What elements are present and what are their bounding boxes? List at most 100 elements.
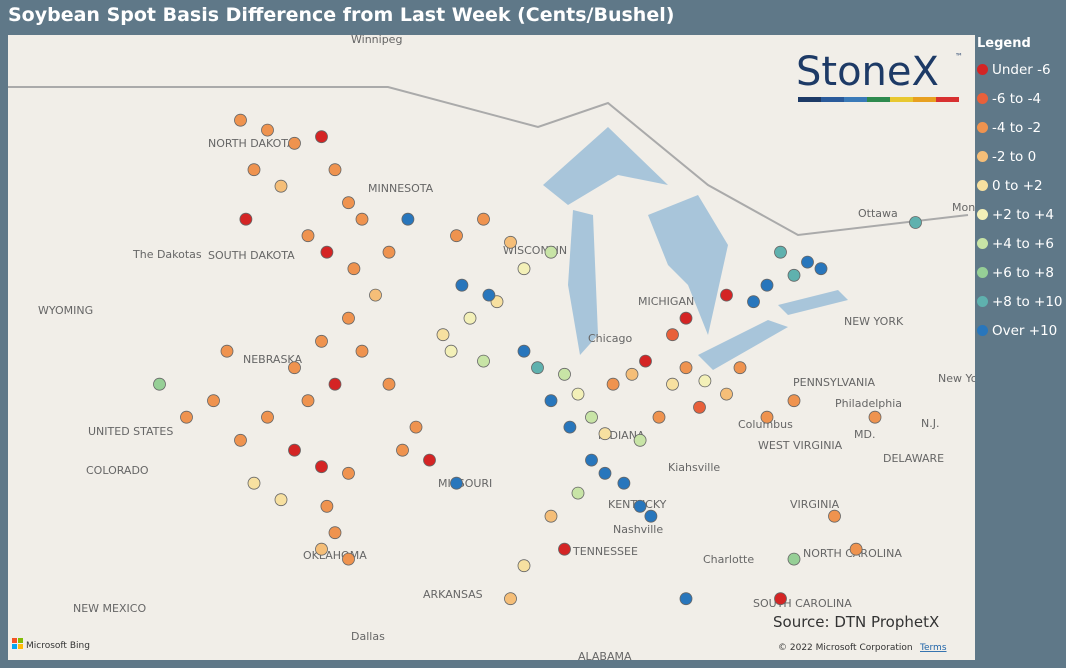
location-dot [787, 394, 801, 408]
legend-item[interactable]: -2 to 0 [977, 142, 1066, 171]
legend-dot [977, 64, 988, 75]
legend-dot [977, 93, 988, 104]
legend-item[interactable]: +8 to +10 [977, 287, 1066, 316]
map-label: Philadelphia [835, 397, 902, 410]
location-dot [477, 354, 490, 368]
location-dot [849, 542, 863, 556]
legend-label: Over +10 [992, 322, 1058, 339]
location-dot [909, 216, 922, 229]
location-dot [585, 410, 598, 424]
location-dot [598, 427, 612, 441]
legend-label: +8 to +10 [992, 293, 1063, 310]
location-dot [598, 466, 612, 480]
location-dot [693, 400, 706, 414]
location-dot [247, 163, 261, 177]
location-dot [234, 113, 247, 127]
map-label: Ottawa [858, 207, 898, 220]
location-dot [544, 245, 558, 259]
legend-item[interactable]: +6 to +8 [977, 258, 1066, 287]
location-dot [409, 420, 423, 434]
location-dot [207, 394, 220, 408]
legend-dot [977, 209, 988, 220]
location-dot [444, 344, 458, 358]
location-dot [531, 361, 544, 375]
legend-label: +6 to +8 [992, 264, 1054, 281]
legend-label: +4 to +6 [992, 235, 1054, 252]
legend-item[interactable]: +4 to +6 [977, 229, 1066, 258]
logo-tm: ™ [955, 52, 963, 61]
location-dot [315, 130, 328, 144]
map-label: ARKANSAS [423, 588, 483, 601]
location-dot [220, 344, 234, 358]
location-dot [504, 235, 517, 249]
location-dot [606, 377, 620, 391]
legend-item[interactable]: Over +10 [977, 316, 1066, 345]
logo-bar [936, 97, 959, 102]
location-dot [571, 387, 585, 401]
location-dot [261, 123, 274, 137]
map: Winnipeg NORTH DAKOTA MINNESOTA The Dakotas… [8, 35, 975, 660]
map-label: MICHIGAN [638, 295, 694, 308]
location-dot [382, 245, 396, 259]
location-dot [463, 311, 477, 325]
terms[interactable]: Terms [919, 643, 947, 653]
location-dot [720, 288, 733, 302]
location-dot [801, 255, 814, 269]
legend: Legend Under -6 -6 to -4 -4 to -2 -2 to 0 0 … [977, 36, 1066, 345]
location-dot [355, 212, 369, 226]
location-dot [320, 499, 334, 513]
legend-label: Under -6 [992, 61, 1051, 78]
location-dot [774, 592, 787, 606]
map-label: Nashville [613, 523, 663, 536]
map-label: Kiahsville [668, 461, 720, 474]
location-dot [633, 433, 647, 447]
map-label: ALABAMA [578, 650, 632, 660]
location-dot [342, 311, 355, 325]
location-dot [342, 196, 355, 210]
border [8, 86, 969, 237]
legend-label: -2 to 0 [992, 148, 1037, 165]
location-dot [625, 367, 639, 381]
location-dot [347, 262, 361, 276]
location-dot [234, 433, 247, 447]
location-dot [328, 377, 342, 391]
location-dot [571, 486, 585, 500]
location-dot [517, 344, 531, 358]
legend-dot [977, 180, 988, 191]
location-dot [679, 592, 693, 606]
logo: StoneX ™ [796, 49, 963, 102]
location-dot [369, 288, 382, 302]
location-dot [315, 334, 328, 348]
legend-item[interactable]: +2 to +4 [977, 200, 1066, 229]
logo-bar [844, 97, 867, 102]
land [8, 35, 975, 660]
copyright: © 2022 Microsoft Corporation [778, 643, 913, 653]
location-dot [504, 592, 517, 606]
location-dot [558, 542, 571, 556]
location-dot [153, 377, 166, 391]
location-dot [652, 410, 666, 424]
location-dot [382, 377, 396, 391]
location-dot [450, 229, 463, 243]
legend-item[interactable]: 0 to +2 [977, 171, 1066, 200]
legend-label: +2 to +4 [992, 206, 1054, 223]
location-dot [644, 509, 658, 523]
legend-dot [977, 296, 988, 307]
location-dot [558, 367, 571, 381]
legend-item[interactable]: -4 to -2 [977, 113, 1066, 142]
map-label: Columbus [738, 418, 793, 431]
map-label: NEW YORK [844, 315, 904, 328]
map-label: SOUTH CAROLINA [753, 597, 852, 610]
location-dot [517, 262, 531, 276]
location-dot [544, 509, 558, 523]
legend-item[interactable]: -6 to -4 [977, 84, 1066, 113]
legend-item[interactable]: Under -6 [977, 55, 1066, 84]
location-dot [320, 245, 334, 259]
location-dot [355, 344, 369, 358]
source: Source: DTN ProphetX [773, 613, 939, 631]
map-label: NEW MEXICO [73, 602, 146, 615]
title: Soybean Spot Basis Difference from Last … [8, 4, 675, 26]
map-label: NEBRASKA [243, 353, 302, 366]
logo-bar [821, 97, 844, 102]
legend-title: Legend [977, 36, 1031, 51]
